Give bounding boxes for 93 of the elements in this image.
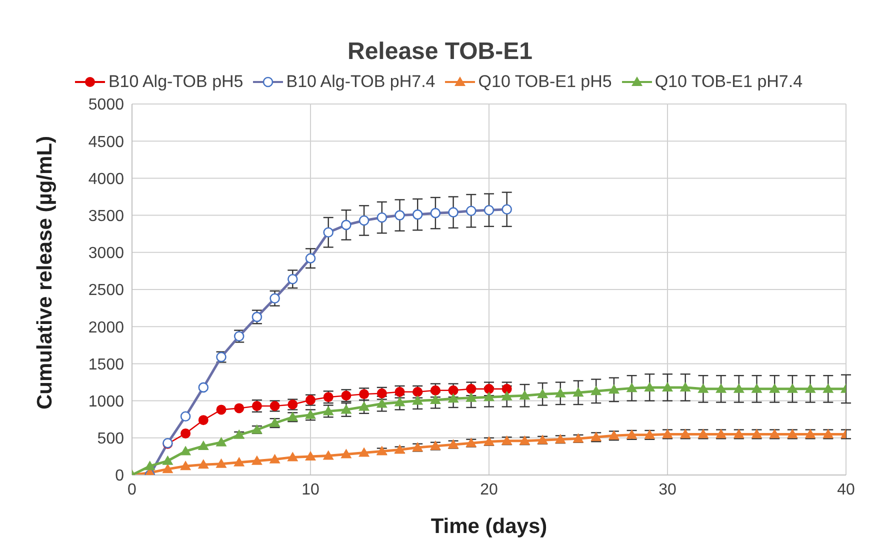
point [144,460,156,470]
point [198,415,208,426]
point [305,450,316,460]
point [680,382,691,392]
x-tick-label: 30 [658,481,676,498]
x-axis-title: Time (days) [430,515,548,538]
legend-label: Q10 TOB-E1 pH7.4 [654,72,803,92]
point [234,456,245,466]
point [448,207,458,218]
point [162,464,174,474]
y-tick-label: 0 [115,468,124,485]
point [716,383,727,393]
point [412,395,424,405]
point [322,450,334,460]
y-tick-label: 4000 [88,170,124,188]
x-tick-label: 40 [837,481,855,498]
point [269,454,280,464]
point [430,394,441,404]
y-tick-label: 4500 [88,134,124,151]
point [502,384,512,394]
y-tick-label: 2500 [88,282,124,300]
point [572,387,584,397]
point [376,212,388,223]
point [412,209,423,220]
legend-label: B10 Alg-TOB pH7.4 [286,72,436,92]
point [216,458,227,468]
point [216,404,226,415]
point [358,401,370,411]
point [341,220,352,230]
point [234,403,244,414]
point [162,455,174,465]
point [198,382,209,393]
point [751,383,762,393]
point [358,447,370,457]
point [448,385,458,396]
point [430,208,441,218]
point [644,382,656,392]
point [501,390,512,400]
y-tick-label: 3500 [88,208,124,225]
point [590,386,602,396]
y-axis-title: Cumulative release (µg/mL) [33,136,56,410]
point [466,384,476,394]
point [198,459,209,469]
point [554,388,566,398]
point [804,383,816,393]
point [376,398,388,408]
x-tick-label: 0 [128,481,137,498]
point [394,396,406,406]
point [537,388,548,398]
point [180,411,191,422]
legend-label: Q10 TOB-E1 pH5 [478,72,612,92]
point [287,452,298,462]
x-tick-label: 20 [480,481,498,498]
point [822,383,834,393]
y-tick-label: 1000 [88,393,124,410]
point [484,204,494,216]
point [608,384,620,394]
y-tick-label: 1500 [88,356,124,374]
point [466,206,476,216]
point [769,383,780,393]
point [180,428,191,438]
point [733,383,744,393]
point [786,383,798,393]
point [626,382,638,392]
x-tick-label: 10 [302,481,320,498]
point [394,210,405,220]
point [270,293,280,304]
point [430,385,440,396]
chart-title: Release TOB-E1 [346,37,534,67]
point [288,274,298,284]
point [662,382,673,392]
point [502,204,512,215]
y-tick-label: 2000 [88,319,124,336]
point [484,384,494,394]
point [466,392,477,402]
point [358,215,370,226]
y-tick-label: 3000 [88,245,124,262]
point [198,440,209,450]
point [519,390,530,400]
point [216,436,227,446]
point [305,253,316,264]
point [484,392,494,402]
point [448,393,459,403]
point [323,227,334,238]
point [180,460,192,470]
point [251,455,262,465]
y-tick-label: 500 [97,430,124,448]
legend-label: B10 Alg-TOB pH5 [108,72,244,92]
point [698,383,709,393]
point [180,446,192,456]
point [340,404,352,414]
point [340,448,352,458]
y-tick-label: 5000 [88,96,124,114]
